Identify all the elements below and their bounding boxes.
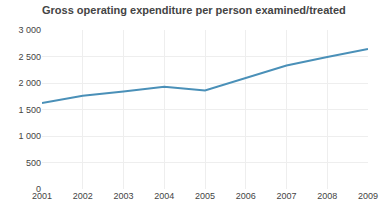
svg-text:2004: 2004 bbox=[154, 191, 174, 201]
svg-text:Gross operating expenditure pe: Gross operating expenditure per person e… bbox=[42, 4, 346, 16]
svg-text:500: 500 bbox=[26, 158, 41, 168]
svg-text:2006: 2006 bbox=[236, 191, 256, 201]
svg-text:2003: 2003 bbox=[113, 191, 133, 201]
svg-text:2001: 2001 bbox=[32, 191, 52, 201]
svg-text:1 000: 1 000 bbox=[18, 131, 41, 141]
svg-text:2008: 2008 bbox=[317, 191, 337, 201]
svg-text:2 000: 2 000 bbox=[18, 78, 41, 88]
svg-text:1 500: 1 500 bbox=[18, 105, 41, 115]
svg-text:2007: 2007 bbox=[276, 191, 296, 201]
svg-text:2002: 2002 bbox=[73, 191, 93, 201]
svg-text:2009: 2009 bbox=[358, 191, 378, 201]
svg-text:2005: 2005 bbox=[195, 191, 215, 201]
svg-text:3 000: 3 000 bbox=[18, 25, 41, 35]
svg-text:0: 0 bbox=[36, 184, 41, 194]
svg-text:2 500: 2 500 bbox=[18, 52, 41, 62]
